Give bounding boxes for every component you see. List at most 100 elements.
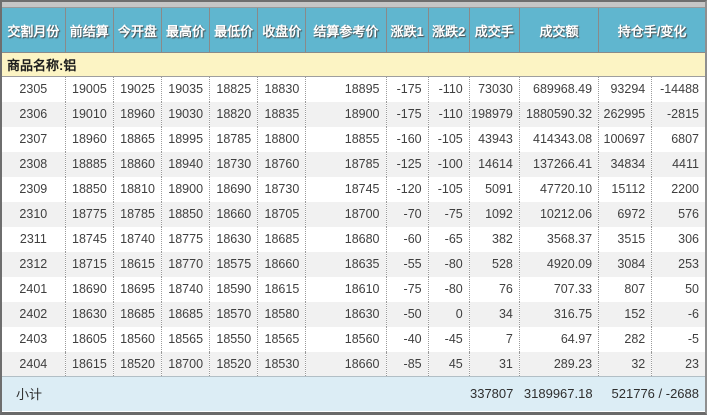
cell-value: 198979 [469, 101, 520, 127]
cell-value: 18885 [65, 151, 114, 177]
col-header-change1[interactable]: 涨跌1 [386, 8, 429, 53]
cell-value: 18820 [209, 101, 259, 127]
cell-value: 18835 [257, 101, 307, 127]
cell-value: -2815 [667, 107, 699, 121]
col-header-prev-settlement[interactable]: 前结算 [65, 8, 114, 53]
cell-value: 76 [469, 276, 520, 302]
cell-value: 18630 [65, 301, 114, 327]
cell-value: 18830 [257, 76, 307, 102]
cell-value: -105 [428, 176, 470, 202]
cell-value: 19035 [161, 76, 211, 102]
col-header-open[interactable]: 今开盘 [113, 8, 162, 53]
cell-value: 18690 [209, 176, 259, 202]
cell-value: 6807 [671, 132, 699, 146]
cell-value: 18690 [65, 276, 114, 302]
col-header-settlement-ref[interactable]: 结算参考价 [305, 8, 387, 53]
cell-value: 18630 [209, 226, 259, 252]
table-row[interactable]: 2312 18715 18615 18770 18575 18660 18635 -55 -80… [2, 251, 705, 277]
cell-value: 18565 [257, 326, 307, 352]
cell-value: -5 [687, 332, 699, 346]
col-header-change2[interactable]: 涨跌2 [428, 8, 470, 53]
cell-value: 18785 [113, 201, 162, 227]
cell-value: -70 [386, 201, 429, 227]
cell-value: 10212.06 [519, 201, 600, 227]
cell-value: 18715 [65, 251, 114, 277]
col-header-close[interactable]: 收盘价 [257, 8, 307, 53]
table-row[interactable]: 2402 18630 18685 18685 18570 18580 18630 -50 0 34… [2, 301, 705, 327]
cell-value: -85 [386, 351, 429, 377]
cell-delivery-month: 2308 [2, 151, 66, 177]
cell-value: 18730 [257, 176, 307, 202]
cell-value: 18785 [305, 151, 387, 177]
cell-delivery-month: 2404 [2, 351, 66, 377]
cell-value: -50 [386, 301, 429, 327]
cell-delivery-month: 2311 [2, 226, 66, 252]
table-row[interactable]: 2307 18960 18865 18995 18785 18800 18855 -160 -1… [2, 126, 705, 152]
col-header-high[interactable]: 最高价 [161, 8, 211, 53]
cell-value: 43943 [469, 126, 520, 152]
table-row[interactable]: 2311 18745 18740 18775 18630 18685 18680 -60 -65… [2, 226, 705, 252]
cell-delivery-month: 2309 [2, 176, 66, 202]
cell-value: 18860 [113, 151, 162, 177]
cell-value: 528 [469, 251, 520, 277]
cell-value: 18630 [305, 301, 387, 327]
col-header-low[interactable]: 最低价 [209, 8, 259, 53]
cell-value: 18740 [113, 226, 162, 252]
cell-value: -55 [386, 251, 429, 277]
cell-delivery-month: 2312 [2, 251, 66, 277]
cell-value: 18850 [161, 201, 211, 227]
table-row[interactable]: 2403 18605 18560 18565 18550 18565 18560 -40 -45… [2, 326, 705, 352]
cell-value: 282 [598, 326, 653, 352]
table-row[interactable]: 2305 19005 19025 19035 18825 18830 18895 -175 -1… [2, 76, 705, 102]
cell-delivery-month: 2306 [2, 101, 66, 127]
cell-value: 45 [428, 351, 470, 377]
cell-value: 689968.49 [519, 76, 600, 102]
cell-value: 18855 [305, 126, 387, 152]
cell-value: 18615 [113, 251, 162, 277]
cell-value: 1880590.32 [519, 101, 600, 127]
cell-value: 382 [469, 226, 520, 252]
cell-value: 18995 [161, 126, 211, 152]
subtotal-spacer [65, 376, 470, 411]
cell-value: 18660 [257, 251, 307, 277]
cell-value: -40 [386, 326, 429, 352]
cell-value: -75 [386, 276, 429, 302]
cell-value: 18775 [65, 201, 114, 227]
table-row[interactable]: 2306 19010 18960 19030 18820 18835 18900 -175 -1… [2, 101, 705, 127]
table-row[interactable]: 2309 18850 18810 18900 18690 18730 18745 -120 -1… [2, 176, 705, 202]
table-header: 交割月份 前结算 今开盘 最高价 最低价 收盘价 结算参考价 涨跌1 涨跌2 成… [2, 8, 705, 53]
col-header-open-interest-change[interactable]: 持仓手/变化 [598, 8, 705, 53]
col-header-delivery-month[interactable]: 交割月份 [2, 8, 66, 53]
cell-value: 1092 [469, 201, 520, 227]
table-row[interactable]: 2401 18690 18695 18740 18590 18615 18610 -75 -80… [2, 276, 705, 302]
cell-value: 14614 [469, 151, 520, 177]
cell-value: 34834 [598, 151, 653, 177]
cell-value: 18895 [305, 76, 387, 102]
cell-value: 5091 [469, 176, 520, 202]
cell-value: 18660 [305, 351, 387, 377]
cell-value: 18745 [305, 176, 387, 202]
col-header-turnover[interactable]: 成交额 [519, 8, 600, 53]
cell-value: 807 [598, 276, 653, 302]
cell-value: 18615 [65, 351, 114, 377]
table-row[interactable]: 2310 18775 18785 18850 18660 18705 18700 -70 -75… [2, 201, 705, 227]
cell-value: 18570 [209, 301, 259, 327]
cell-value: 137266.41 [519, 151, 600, 177]
cell-value: 3568.37 [519, 226, 600, 252]
cell-value: 289.23 [519, 351, 600, 377]
cell-value: 23 [685, 356, 699, 371]
col-header-volume[interactable]: 成交手 [469, 8, 520, 53]
cell-value: 18705 [257, 201, 307, 227]
cell-value: 18605 [65, 326, 114, 352]
table-row[interactable]: 2404 18615 18520 18700 18520 18530 18660 -85 45 3… [2, 351, 705, 377]
cell-value: 18575 [209, 251, 259, 277]
panel-top-strip [2, 2, 705, 8]
cell-value: 4920.09 [519, 251, 600, 277]
cell-value: 18700 [161, 351, 211, 377]
subtotal-open-interest-change: 521776 / -2688 [598, 376, 705, 411]
cell-value: 31 [469, 351, 520, 377]
cell-value: 4411 [672, 157, 699, 171]
table-row[interactable]: 2308 18885 18860 18940 18730 18760 18785 -125 -1… [2, 151, 705, 177]
cell-value: 18520 [209, 351, 259, 377]
